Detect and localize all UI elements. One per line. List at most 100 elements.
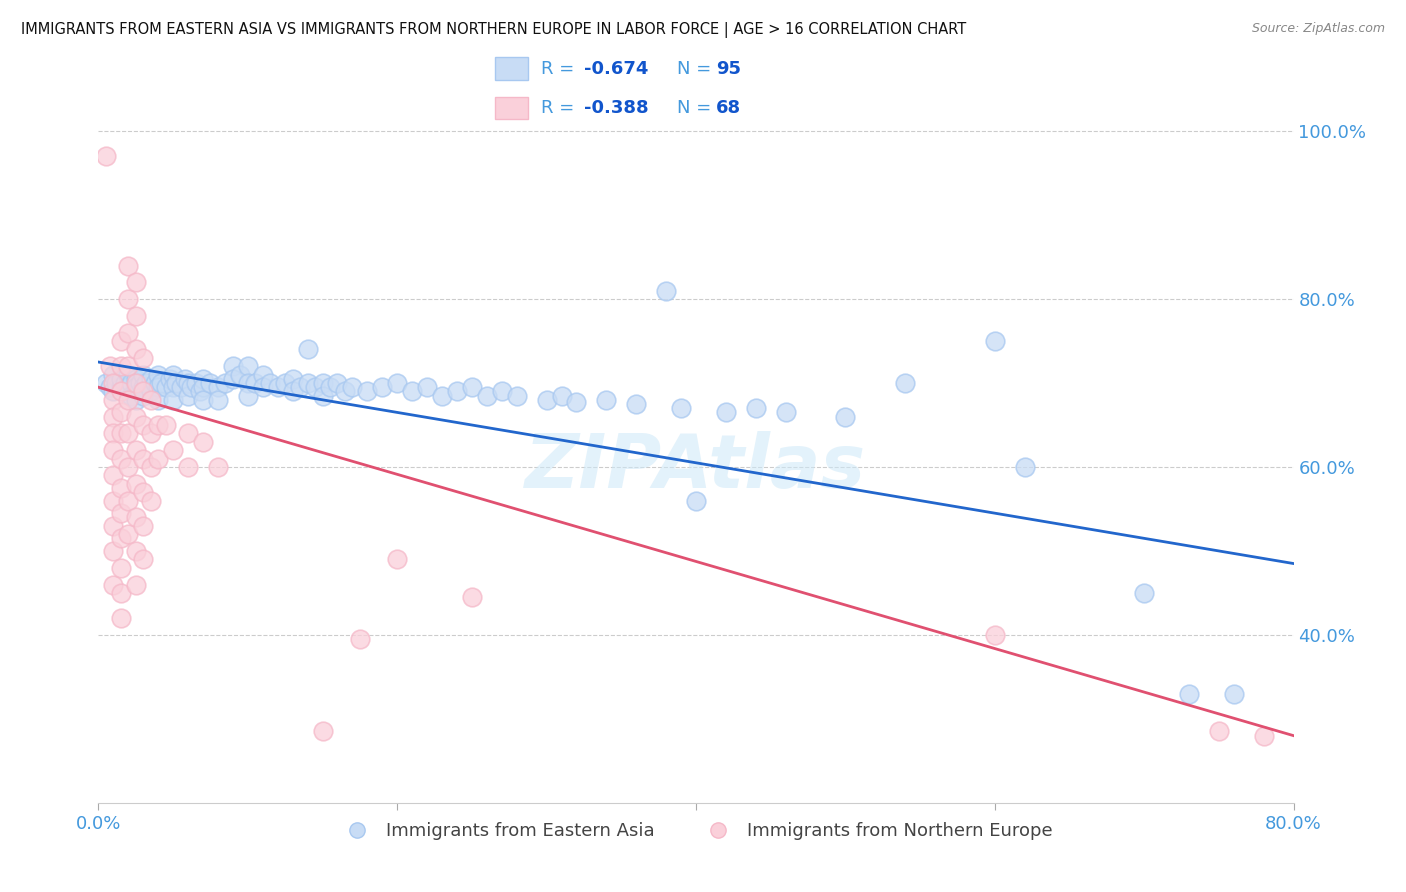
Point: [745, 401, 768, 416]
Point: [148, 451, 170, 466]
Point: [139, 493, 162, 508]
Point: [155, 417, 177, 432]
Point: [281, 384, 304, 399]
Point: [117, 259, 139, 273]
Point: [103, 443, 125, 458]
Point: [595, 392, 617, 407]
Point: [491, 384, 513, 399]
Point: [565, 394, 588, 409]
Point: [110, 384, 132, 399]
Point: [894, 376, 917, 390]
Text: -0.674: -0.674: [585, 60, 648, 78]
Point: [94, 149, 117, 163]
Point: [125, 510, 148, 524]
Point: [103, 518, 125, 533]
Point: [110, 532, 132, 546]
Point: [834, 409, 856, 424]
Point: [174, 372, 197, 386]
Point: [120, 376, 142, 390]
Point: [281, 372, 304, 386]
Point: [117, 460, 139, 475]
Point: [207, 460, 229, 475]
Point: [110, 405, 132, 419]
Point: [162, 368, 184, 382]
Point: [775, 405, 797, 419]
Text: Source: ZipAtlas.com: Source: ZipAtlas.com: [1251, 22, 1385, 36]
Point: [117, 493, 139, 508]
Point: [98, 359, 122, 374]
Point: [117, 426, 139, 441]
Point: [139, 392, 162, 407]
Point: [125, 392, 148, 407]
Point: [132, 380, 155, 394]
Point: [311, 389, 333, 403]
Point: [191, 434, 214, 449]
Point: [191, 380, 214, 394]
Point: [326, 376, 349, 390]
Point: [125, 577, 148, 591]
Point: [110, 372, 132, 386]
Point: [125, 343, 148, 357]
Point: [150, 376, 173, 390]
Point: [125, 544, 148, 558]
Point: [506, 389, 529, 403]
Point: [669, 401, 692, 416]
FancyBboxPatch shape: [495, 96, 529, 120]
Point: [103, 376, 125, 390]
Text: ZIPAtlas: ZIPAtlas: [526, 431, 866, 504]
Point: [288, 380, 311, 394]
Point: [191, 372, 214, 386]
Point: [984, 628, 1007, 642]
Point: [125, 443, 148, 458]
Point: [252, 380, 274, 394]
Point: [401, 384, 423, 399]
Text: -0.388: -0.388: [585, 99, 648, 117]
Point: [117, 368, 139, 382]
Point: [148, 392, 170, 407]
Text: R =: R =: [541, 60, 581, 78]
Point: [536, 392, 558, 407]
Point: [162, 380, 184, 394]
Point: [1014, 460, 1036, 475]
Point: [103, 544, 125, 558]
Point: [236, 359, 259, 374]
Point: [191, 392, 214, 407]
Text: 95: 95: [716, 60, 741, 78]
Point: [188, 384, 211, 399]
Point: [110, 586, 132, 600]
Point: [714, 405, 737, 419]
Point: [110, 334, 132, 348]
Point: [98, 380, 122, 394]
Point: [177, 389, 200, 403]
Point: [110, 451, 132, 466]
Point: [1208, 724, 1230, 739]
Point: [177, 460, 200, 475]
Point: [1223, 687, 1246, 701]
Point: [139, 460, 162, 475]
Point: [148, 380, 170, 394]
Point: [430, 389, 453, 403]
Point: [169, 380, 191, 394]
Point: [110, 506, 132, 520]
Point: [110, 611, 132, 625]
Point: [349, 632, 371, 646]
Point: [110, 560, 132, 574]
Point: [125, 409, 148, 424]
Point: [626, 397, 648, 411]
Point: [177, 426, 200, 441]
Point: [148, 368, 170, 382]
Text: IMMIGRANTS FROM EASTERN ASIA VS IMMIGRANTS FROM NORTHERN EUROPE IN LABOR FORCE |: IMMIGRANTS FROM EASTERN ASIA VS IMMIGRAN…: [21, 22, 966, 38]
Point: [103, 384, 125, 399]
Point: [385, 376, 409, 390]
Point: [155, 380, 177, 394]
Point: [139, 426, 162, 441]
Point: [135, 376, 157, 390]
Point: [245, 376, 267, 390]
Point: [180, 380, 202, 394]
Point: [177, 376, 200, 390]
Point: [139, 384, 162, 399]
Point: [461, 590, 484, 604]
Point: [125, 476, 148, 491]
Point: [304, 380, 326, 394]
Point: [356, 384, 378, 399]
